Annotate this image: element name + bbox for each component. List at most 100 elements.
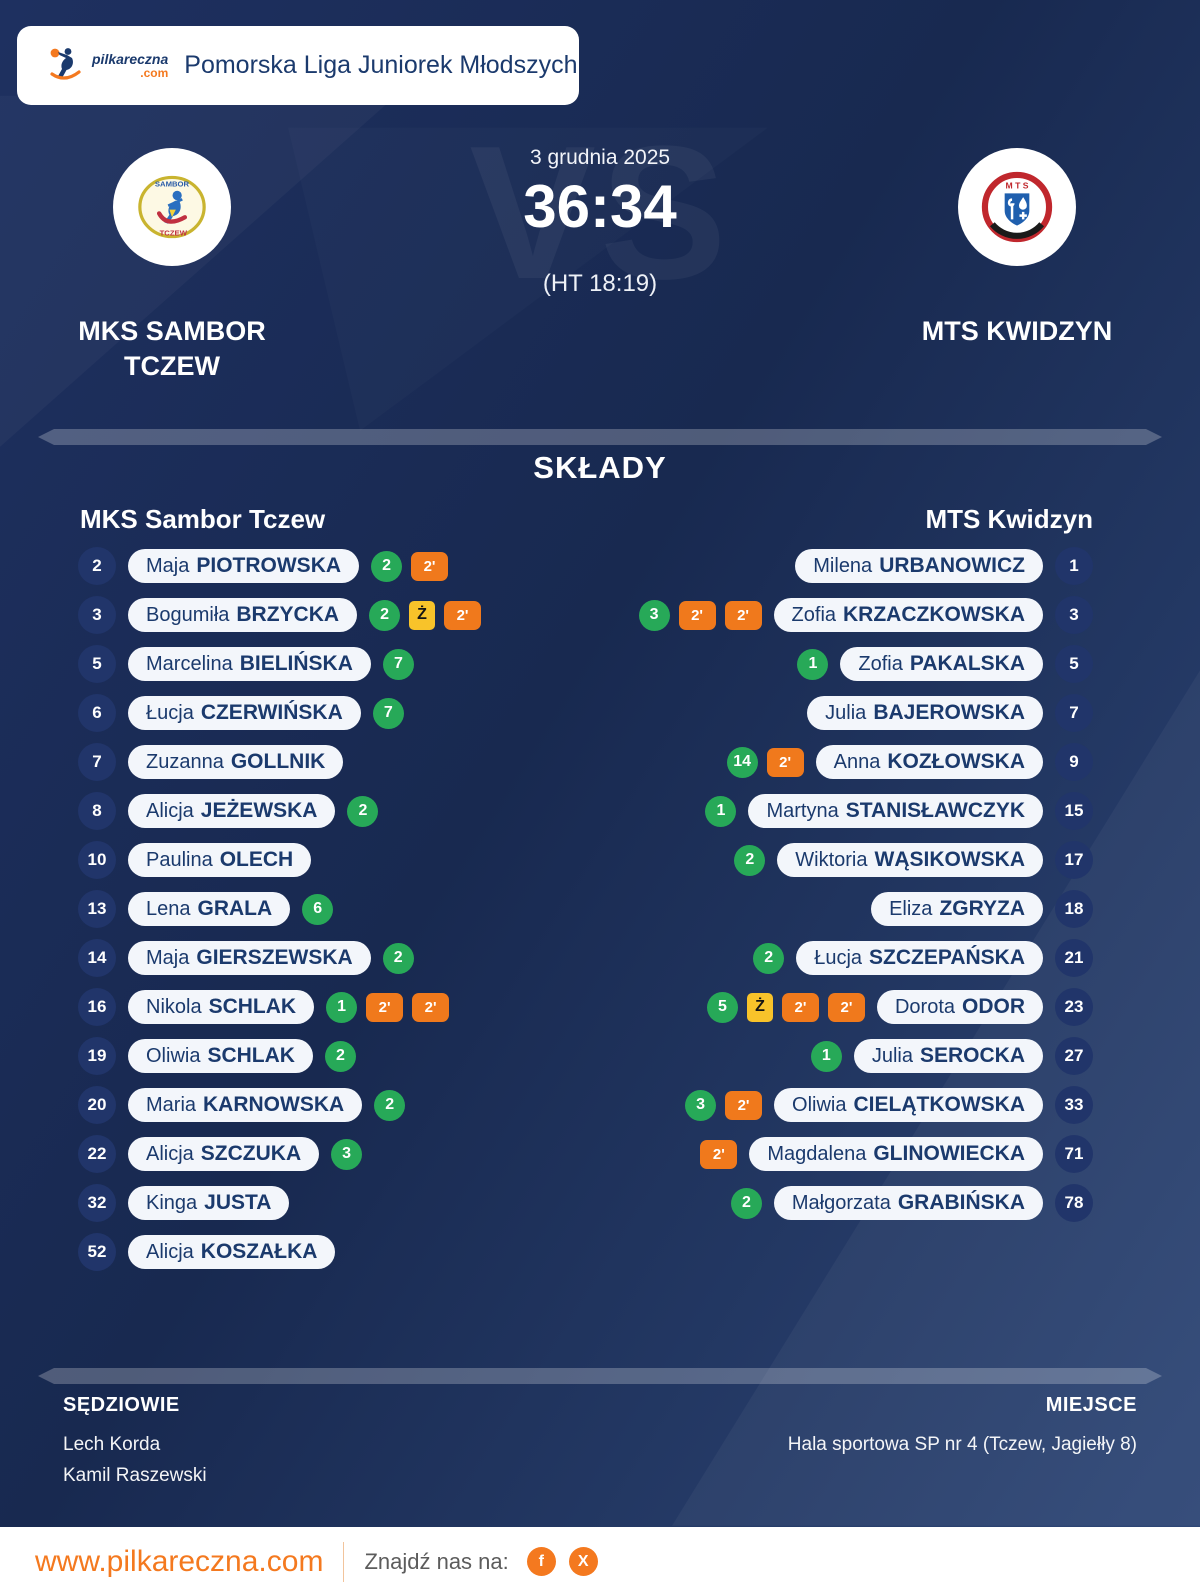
home-roster: 2 Maja PIOTROWSKA 2 2' 3 Bogumiła BRZYCKA 2 Ż 2' 5 M… — [78, 547, 482, 1271]
player-first-name: Bogumiła — [146, 603, 230, 626]
player-number: 2 — [78, 547, 116, 585]
player-badges: 1 — [810, 1040, 842, 1072]
player-number: 7 — [78, 743, 116, 781]
player-number: 9 — [1055, 743, 1093, 781]
player-first-name: Małgorzata — [791, 1191, 891, 1214]
player-row: Milena URBANOWICZ 1 — [783, 547, 1093, 585]
suspension-badge: 2' — [366, 992, 404, 1022]
player-last-name: SZCZUKA — [200, 1142, 302, 1165]
goals-badge: 6 — [302, 893, 334, 925]
player-first-name: Anna — [833, 750, 881, 773]
sambor-tczew-crest-icon: SAMBOR TCZEW — [138, 175, 206, 239]
player-first-name: Paulina — [146, 848, 213, 871]
away-roster: Milena URBANOWICZ 1 3 2' 2' Zofia KRZACZKOWSKA 3… — [638, 547, 1093, 1222]
section-divider — [38, 1368, 1162, 1384]
logo-wordmark: pilkareczna .com — [92, 52, 168, 79]
match-date: 3 grudnia 2025 — [529, 146, 671, 169]
player-last-name: ODOR — [962, 995, 1025, 1018]
player-row: 1 Julia SEROCKA 27 — [810, 1037, 1093, 1075]
player-row: 2 Łucja SZCZEPAŃSKA 21 — [753, 939, 1093, 977]
player-badges: 5 Ż 2' 2' — [706, 991, 865, 1023]
suspension-badge: 2' — [412, 992, 450, 1022]
section-divider — [38, 429, 1162, 445]
suspension-badge: 2' — [827, 992, 865, 1022]
yellow-card-badge: Ż — [409, 600, 436, 630]
player-row: 16 Nikola SCHLAK 1 2' 2' — [78, 988, 481, 1026]
player-first-name: Martyna — [766, 799, 839, 822]
player-first-name: Alicja — [146, 799, 194, 822]
x-icon[interactable]: X — [568, 1547, 598, 1576]
player-first-name: Maria — [146, 1093, 197, 1116]
player-row: 7 Zuzanna GOLLNIK — [78, 743, 481, 781]
player-first-name: Julia — [825, 701, 867, 724]
venue-label: MIEJSCE — [1045, 1394, 1137, 1416]
suspension-badge: 2' — [444, 600, 482, 630]
goals-badge: 5 — [706, 991, 738, 1023]
player-first-name: Maja — [146, 554, 190, 577]
player-last-name: SEROCKA — [919, 1044, 1025, 1067]
suspension-badge: 2' — [766, 747, 804, 777]
player-number: 13 — [78, 890, 116, 928]
pilkareczna-logo[interactable]: pilkareczna .com — [43, 45, 168, 87]
player-row: 32 Kinga JUSTA — [78, 1184, 481, 1222]
player-name-pill: Maria KARNOWSKA — [128, 1088, 363, 1122]
goals-badge: 7 — [372, 697, 404, 729]
player-number: 21 — [1055, 939, 1093, 977]
player-first-name: Łucja — [814, 946, 863, 969]
away-team-logo: M T S — [958, 148, 1076, 266]
player-last-name: BAJEROWSKA — [873, 701, 1025, 724]
player-row: 1 Zofia PAKALSKA 5 — [797, 645, 1093, 683]
player-first-name: Nikola — [146, 995, 202, 1018]
goals-badge: 2 — [734, 844, 766, 876]
suspension-badge: 2' — [700, 1139, 738, 1169]
player-row: 2' Magdalena GLINOWIECKA 71 — [700, 1135, 1093, 1173]
player-name-pill: Nikola SCHLAK — [128, 990, 315, 1024]
vertical-divider — [343, 1541, 345, 1582]
svg-text:M T S: M T S — [1006, 181, 1029, 191]
player-row: 22 Alicja SZCZUKA 3 — [78, 1135, 481, 1173]
player-row: 3 2' Oliwia CIELĄTKOWSKA 33 — [685, 1086, 1093, 1124]
player-badges: 2 — [382, 942, 414, 974]
player-badges: 6 — [302, 893, 334, 925]
player-name-pill: Alicja JEŻEWSKA — [128, 794, 336, 828]
player-row: Julia BAJEROWSKA 7 — [795, 694, 1093, 732]
suspension-badge: 2' — [678, 600, 716, 630]
player-last-name: GRALA — [197, 897, 273, 920]
player-last-name: STANISŁAWCZYK — [845, 799, 1025, 822]
facebook-icon[interactable]: f — [526, 1547, 556, 1576]
player-name-pill: Zofia KRZACZKOWSKA — [773, 598, 1043, 632]
player-name-pill: Łucja SZCZEPAŃSKA — [796, 941, 1043, 975]
player-first-name: Marcelina — [146, 652, 233, 675]
player-number: 5 — [1055, 645, 1093, 683]
player-name-pill: Zuzanna GOLLNIK — [128, 745, 344, 779]
player-number: 33 — [1055, 1086, 1093, 1124]
goals-badge: 7 — [382, 648, 414, 680]
player-row: 13 Lena GRALA 6 — [78, 890, 481, 928]
player-name-pill: Małgorzata GRABIŃSKA — [773, 1186, 1043, 1220]
site-url-link[interactable]: www.pilkareczna.com — [35, 1544, 324, 1578]
home-team-name-line1: MKS SAMBOR — [78, 316, 266, 346]
handball-player-icon — [50, 47, 81, 80]
player-last-name: OLECH — [219, 848, 294, 871]
player-row: 2 Maja PIOTROWSKA 2 2' — [78, 547, 481, 585]
player-first-name: Alicja — [146, 1142, 194, 1165]
player-number: 19 — [78, 1037, 116, 1075]
player-number: 22 — [78, 1135, 116, 1173]
goals-badge: 2 — [730, 1187, 762, 1219]
player-name-pill: Oliwia SCHLAK — [128, 1039, 313, 1073]
referees-block: SĘDZIOWIE Lech Korda Kamil Raszewski — [63, 1394, 207, 1491]
player-row: 1 Martyna STANISŁAWCZYK 15 — [705, 792, 1093, 830]
player-number: 3 — [78, 596, 116, 634]
referee-name: Kamil Raszewski — [63, 1465, 207, 1486]
match-score: 36:34 — [523, 173, 677, 240]
player-last-name: BIELIŃSKA — [239, 652, 353, 675]
player-badges: 2 — [347, 795, 379, 827]
player-first-name: Zofia — [791, 603, 837, 626]
player-first-name: Milena — [813, 554, 873, 577]
player-row: 6 Łucja CZERWIŃSKA 7 — [78, 694, 481, 732]
player-last-name: GIERSZEWSKA — [196, 946, 353, 969]
player-name-pill: Alicja SZCZUKA — [128, 1137, 320, 1171]
mts-kwidzyn-crest-icon: M T S — [981, 171, 1053, 243]
player-badges: 2 — [753, 942, 785, 974]
player-name-pill: Lena GRALA — [128, 892, 291, 926]
